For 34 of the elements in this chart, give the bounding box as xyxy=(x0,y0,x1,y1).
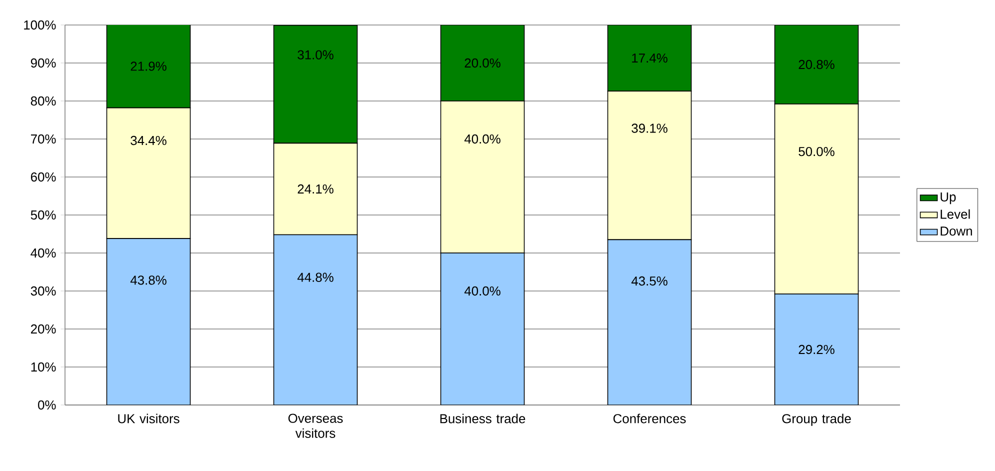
y-tick-label: 40% xyxy=(30,248,56,258)
data-label: 31.0% xyxy=(298,50,334,60)
data-label: 20.8% xyxy=(798,60,834,70)
y-tick-label: 10% xyxy=(31,362,56,372)
y-tick-label: 70% xyxy=(30,134,56,144)
data-label: 43.5% xyxy=(631,276,668,286)
y-tick-label: 0% xyxy=(38,400,56,410)
y-tick-label: 90% xyxy=(30,58,56,68)
x-tick-label: Conferences xyxy=(613,414,686,424)
legend-label: Level xyxy=(940,209,970,219)
data-label: 20.0% xyxy=(464,58,500,68)
data-label: 21.9% xyxy=(130,62,166,71)
y-tick-label: 100% xyxy=(24,20,56,30)
x-tick-label: Business trade xyxy=(440,414,526,424)
legend-label: Down xyxy=(940,226,972,236)
y-tick-label: 20% xyxy=(30,324,56,334)
y-tick-label: 30% xyxy=(30,286,56,296)
x-tick-label: Group trade xyxy=(782,414,851,426)
data-label: 39.1% xyxy=(632,124,668,133)
data-label: 17.4% xyxy=(632,54,668,63)
x-tick-label: Overseas visitors xyxy=(288,414,343,438)
data-label: 29.2% xyxy=(798,344,834,354)
data-label: 34.4% xyxy=(130,136,166,146)
x-tick-label: UK visitors xyxy=(118,414,180,424)
y-tick-label: 60% xyxy=(30,172,56,182)
data-label: 43.8% xyxy=(130,276,166,285)
data-label: 40.0% xyxy=(464,286,500,296)
legend-label: Up xyxy=(940,192,956,204)
data-label: 50.0% xyxy=(798,146,834,156)
data-label: 40.0% xyxy=(464,134,500,144)
y-tick-label: 50% xyxy=(30,210,56,220)
data-label: 44.8% xyxy=(297,272,334,282)
y-tick-label: 80% xyxy=(30,96,56,106)
data-label: 24.1% xyxy=(298,184,334,194)
